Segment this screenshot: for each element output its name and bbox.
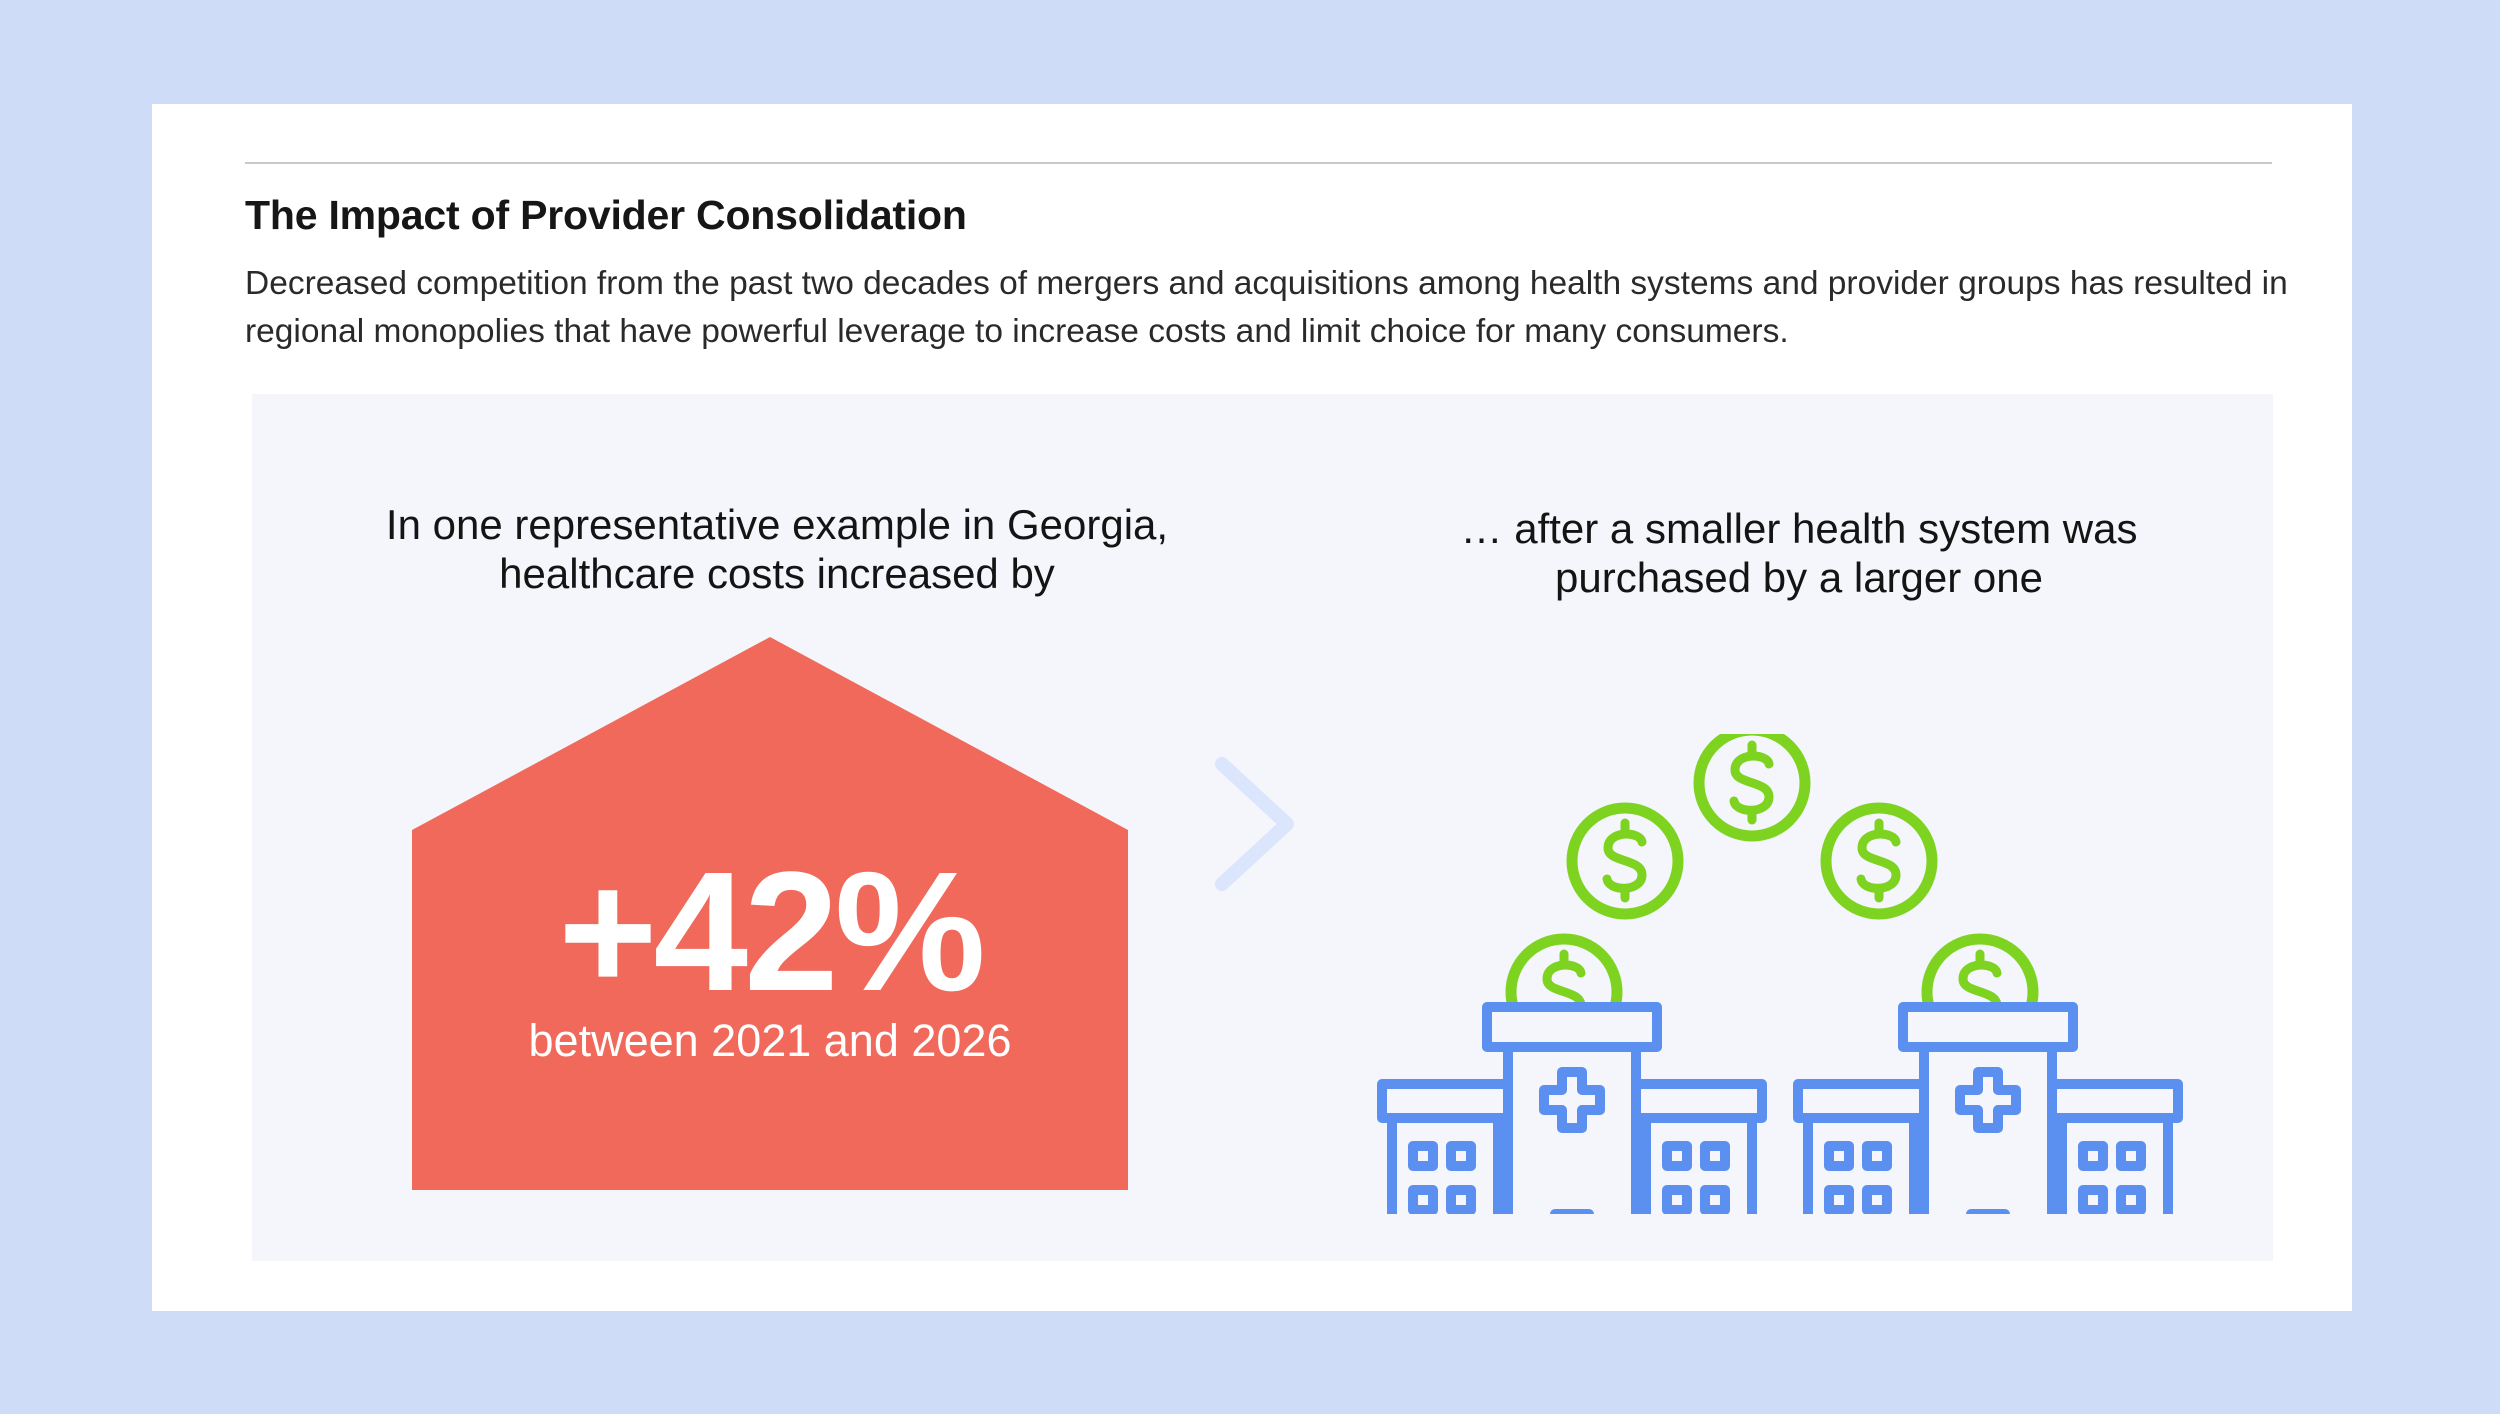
hospital-building-icon [1798, 1007, 2178, 1214]
comparison-panel: In one representative example in Georgia… [252, 394, 2273, 1261]
top-divider [245, 162, 2272, 164]
left-caption: In one representative example in Georgia… [252, 500, 1302, 598]
house-shape [412, 637, 1128, 1190]
stat-value: +42% [558, 837, 986, 1027]
hospital-building-icon [1382, 1007, 1762, 1214]
page-title: The Impact of Provider Consolidation [245, 192, 967, 238]
dollar-coin-icon [1699, 734, 1805, 836]
dollar-coin-icon [1511, 939, 1617, 1045]
right-caption-line-2: purchased by a larger one [1555, 554, 2043, 601]
left-caption-line-2: healthcare costs increased by [499, 550, 1055, 597]
right-caption-line-1: … after a smaller health system was [1460, 505, 2138, 552]
dollar-coin-icon [1572, 808, 1678, 914]
chevron-right-icon [1215, 757, 1294, 891]
hospital-merger-illustration [1352, 734, 2372, 1214]
dollar-coin-icon [1826, 808, 1932, 914]
cost-increase-stat: +42% between 2021 and 2026 [412, 637, 1128, 1190]
dollar-coin-icon [1927, 939, 2033, 1045]
infographic-card: The Impact of Provider Consolidation Dec… [152, 104, 2352, 1311]
right-caption: … after a smaller health system was purc… [1294, 504, 2304, 602]
stat-period: between 2021 and 2026 [528, 1015, 1012, 1066]
left-caption-line-1: In one representative example in Georgia… [385, 501, 1169, 548]
page-description: Decreased competition from the past two … [245, 265, 2288, 350]
